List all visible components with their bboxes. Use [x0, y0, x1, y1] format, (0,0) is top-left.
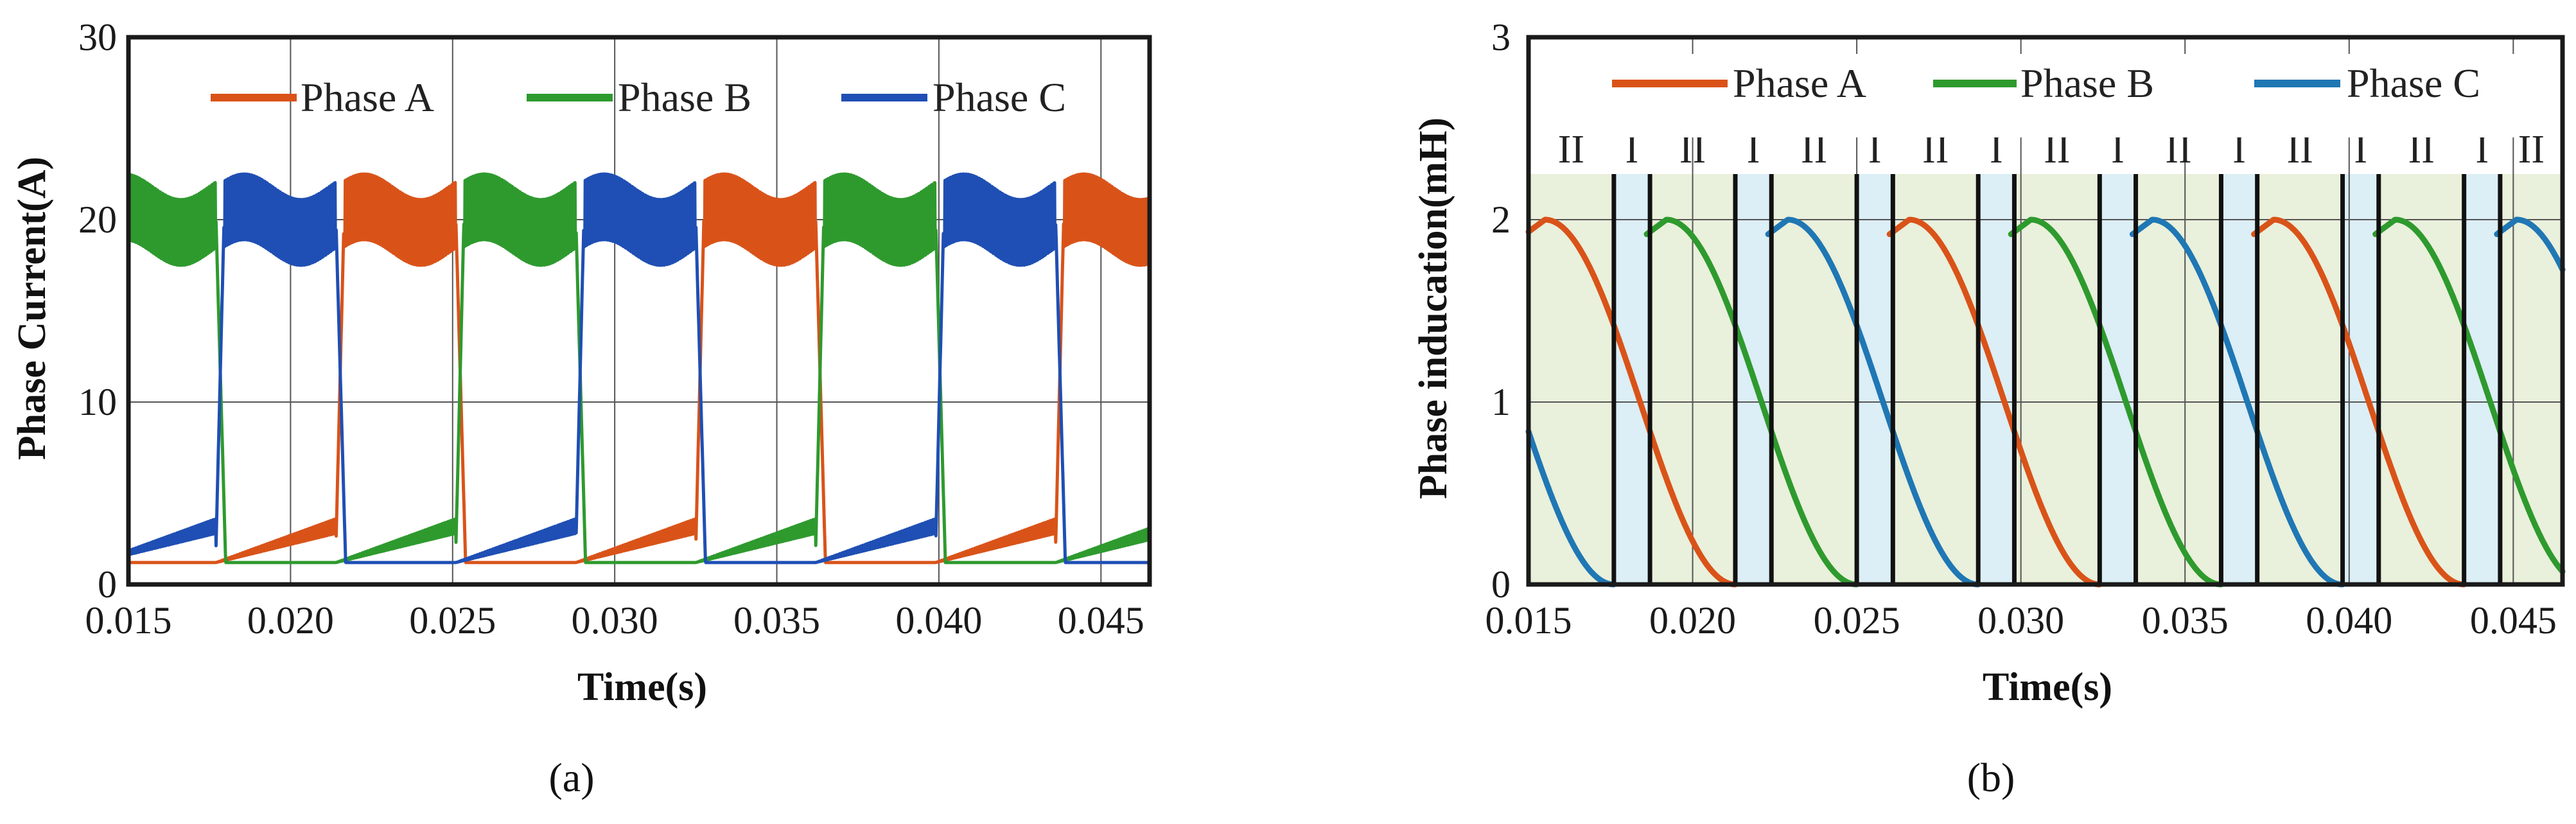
x-tick-label: 0.045 [2470, 599, 2557, 642]
x-tick-label: 0.015 [1485, 599, 1572, 642]
y-tick-label: 20 [78, 198, 117, 241]
tick-labels-a: 0.015 0.020 0.025 0.030 0.035 0.040 0.045 0 10 20… [78, 16, 1144, 642]
region-label: I [2232, 128, 2246, 171]
region-boundaries-b [1611, 174, 2503, 584]
region-ii [2378, 174, 2464, 584]
region-label: I [2354, 128, 2367, 171]
x-tick-label: 0.045 [1058, 599, 1144, 642]
region-label: I [1625, 128, 1639, 171]
phase-current-chart: 0.015 0.020 0.025 0.030 0.035 0.040 0.045 0 10 20… [10, 16, 1152, 800]
series-line-phase-a [1886, 216, 2103, 588]
legend-label-phase-c: Phase C [933, 75, 1066, 120]
tick-labels-b: 0.015 0.020 0.025 0.030 0.035 0.040 0.045 0 1 2 3 [1485, 16, 2557, 642]
legend-label-phase-c: Phase C [2347, 60, 2480, 106]
x-tick-label: 0.040 [2306, 599, 2392, 642]
region-label: I [2475, 128, 2489, 171]
series-line-phase-c [2494, 216, 2566, 273]
plot-frame-a [126, 35, 1152, 587]
phase-inductance-chart: 0.015 0.020 0.025 0.030 0.035 0.040 0.0450123 … [1412, 16, 2566, 800]
x-tick-label: 0.020 [247, 599, 334, 642]
series-line-phase-b [1643, 216, 1860, 588]
plot-frame-b [1526, 35, 2565, 587]
legend-a: Phase A Phase B Phase C [211, 75, 1066, 120]
plot-area-a [128, 37, 1150, 584]
series-line-phase-c [127, 172, 1151, 565]
x-tick-label: 0.025 [409, 599, 496, 642]
series-line-phase-a [1525, 216, 1739, 588]
y-tick-label: 30 [78, 16, 117, 58]
y-tick-label: 10 [78, 381, 117, 423]
regions-b [1529, 174, 2563, 584]
x-tick-label: 0.030 [1977, 599, 2064, 642]
y-tick-label: 1 [1491, 381, 1511, 423]
region-label: II [1558, 128, 1584, 171]
series-line-phase-a [2251, 216, 2467, 588]
series-line-phase-b [2008, 216, 2224, 588]
legend-background-b [1593, 54, 2518, 137]
region-ii [1529, 174, 1614, 584]
legend-label-phase-a: Phase A [301, 75, 434, 120]
panel-label-b: (b) [1967, 755, 2015, 800]
x-tick-label: 0.035 [2142, 599, 2229, 642]
legend-b: Phase A Phase B Phase C [1593, 54, 2518, 137]
region-label: I [1747, 128, 1760, 171]
legend-label-phase-b: Phase B [2020, 60, 2154, 106]
y-tick-label: 3 [1491, 16, 1511, 58]
x-axis-label-b: Time(s) [1983, 665, 2112, 709]
x-tick-label: 0.040 [895, 599, 982, 642]
series-line-phase-c [1525, 428, 1617, 588]
x-tick-label: 0.015 [85, 599, 172, 642]
legend-label-phase-b: Phase B [618, 75, 751, 120]
region-ii [2257, 174, 2343, 584]
region-label: I [2111, 128, 2125, 171]
x-axis-label-a: Time(s) [577, 665, 707, 709]
region-ii [2135, 174, 2221, 584]
series-line-phase-b [127, 172, 1151, 565]
region-ii [2014, 174, 2100, 584]
region-ii [1893, 174, 1979, 584]
series-b [1525, 216, 2566, 588]
y-tick-label: 2 [1491, 198, 1511, 241]
region-label: II [2518, 128, 2545, 171]
x-tick-label: 0.030 [572, 599, 658, 642]
y-tick-label: 0 [98, 563, 117, 606]
region-ii [1771, 174, 1857, 584]
x-tick-label: 0.035 [733, 599, 820, 642]
series-line-phase-c [1765, 216, 1981, 588]
region-label: I [1990, 128, 2003, 171]
series-a [127, 172, 1151, 565]
x-tick-label: 0.025 [1814, 599, 1900, 642]
series-line-phase-c [2129, 216, 2346, 588]
series-line-phase-b [2372, 216, 2566, 575]
region-label: I [1868, 128, 1882, 171]
y-axis-label-a: Phase Current(A) [10, 157, 54, 460]
legend-label-phase-a: Phase A [1733, 60, 1866, 106]
y-tick-label: 0 [1491, 563, 1511, 606]
series-line-phase-a [127, 172, 1151, 565]
y-axis-label-b: Phase inducation(mH) [1412, 118, 1455, 499]
panel-label-a: (a) [548, 755, 594, 800]
x-tick-label: 0.020 [1649, 599, 1736, 642]
